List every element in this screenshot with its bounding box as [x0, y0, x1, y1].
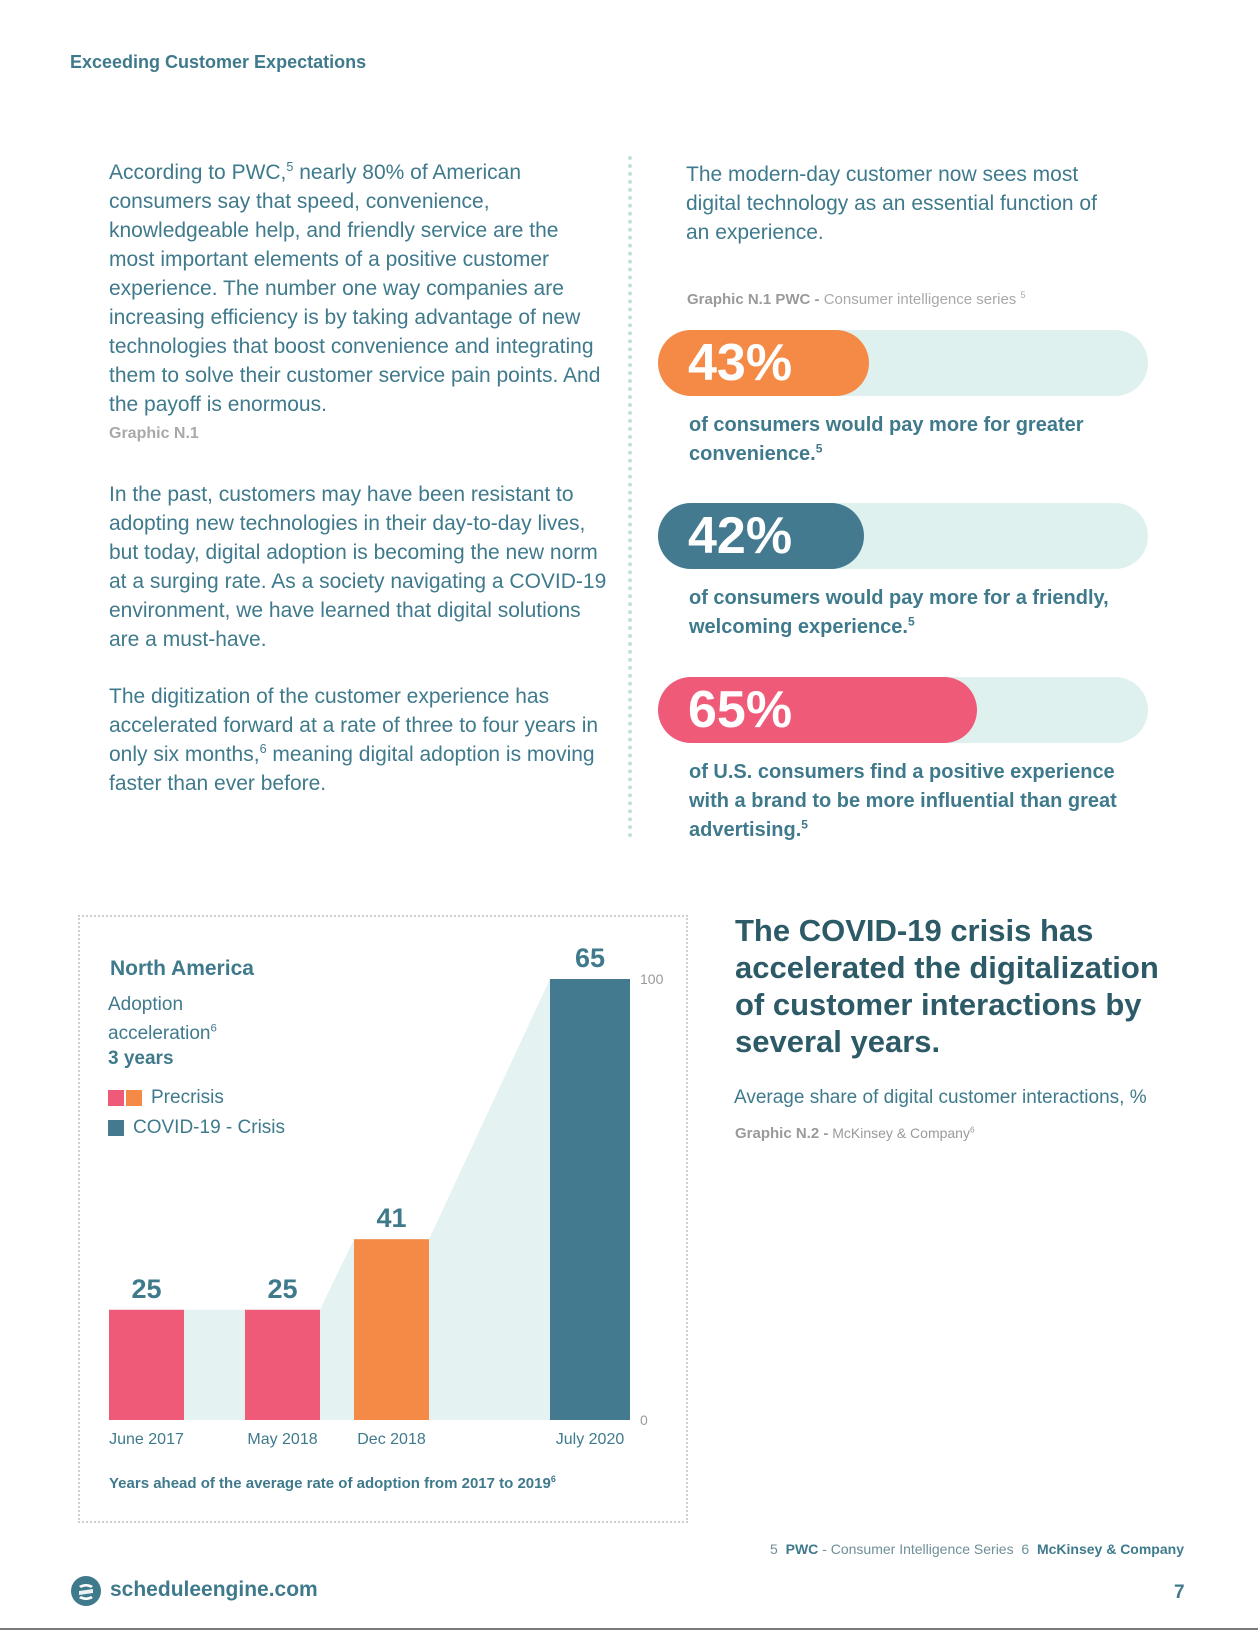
chart-region: North America [110, 957, 254, 980]
left-column: According to PWC,5 nearly 80% of America… [109, 158, 609, 445]
footnotes: 5 PWC - Consumer Intelligence Series 6 M… [770, 1541, 1184, 1557]
right-intro: The modern-day customer now sees most di… [686, 163, 1097, 244]
chart-data-label: 25 [267, 1274, 297, 1304]
legend-crisis: COVID-19 - Crisis [108, 1117, 285, 1139]
stat-bar-fill [658, 503, 864, 569]
adoption-bar-chart: 25 June 2017 25 May 2018 41 Dec 2018 65 July 20… [109, 943, 664, 1448]
chart-y-tick: 0 [640, 1412, 648, 1428]
chart-category-label: June 2017 [109, 1431, 184, 1448]
graphic-1-caption: Graphic N.1 PWC - Consumer intelligence … [687, 290, 1026, 309]
paragraph-3: The digitization of the customer experie… [109, 685, 599, 795]
chart-bar [550, 979, 630, 1420]
stat-description: of U.S. consumers find a positive experi… [689, 761, 1117, 841]
legend-swatch-teal [108, 1120, 124, 1136]
chart-y-tick: 100 [640, 971, 664, 987]
chart-subtitle: Adoption acceleration6 3 years [108, 994, 217, 1069]
chart-category-label: July 2020 [556, 1431, 625, 1448]
chart-bar [354, 1239, 429, 1420]
paragraph-1: According to PWC,5 nearly 80% of America… [109, 160, 601, 416]
stat-description: of consumers would pay more for greater … [689, 414, 1084, 465]
stat-description: of consumers would pay more for a friend… [689, 587, 1109, 638]
stat-value: 65% [688, 681, 793, 739]
side-heading: The COVID-19 crisis has accelerated the … [735, 913, 1159, 1059]
stat-bar-65: 65% [658, 677, 1148, 743]
graphic-reference: Graphic N.1 [109, 425, 199, 442]
legend-swatch-pink [108, 1090, 124, 1106]
chart-bar [245, 1309, 320, 1420]
chart-caption: Average share of digital customer intera… [734, 1087, 1147, 1108]
column-divider [628, 156, 632, 838]
stat-bar-fill [658, 677, 977, 743]
chart-panel [78, 915, 688, 1523]
chart-connector-area [109, 979, 630, 1420]
chart-category-label: May 2018 [247, 1431, 317, 1448]
chart-footer: Years ahead of the average rate of adopt… [109, 1474, 556, 1493]
stat-value: 42% [688, 507, 793, 565]
stat-bar-42: 42% [658, 503, 1148, 569]
page-header: Exceeding Customer Expectations [70, 52, 367, 72]
schedule-engine-logo-icon[interactable] [70, 1575, 102, 1607]
page-number: 7 [1174, 1582, 1185, 1603]
website-link[interactable]: scheduleengine.com [110, 1578, 318, 1601]
paragraph-2: In the past, customers may have been res… [109, 483, 607, 651]
bottom-rule [0, 1628, 1258, 1630]
legend-precrisis: Precrisis [108, 1087, 224, 1109]
chart-bar [109, 1309, 184, 1420]
stat-bar-43: 43% [658, 330, 1148, 396]
chart-data-label: 41 [376, 1203, 406, 1233]
graphic-2-caption: Graphic N.2 - McKinsey & Company6 [735, 1124, 975, 1142]
stat-value: 43% [688, 334, 793, 392]
stat-bar-fill [658, 330, 869, 396]
chart-data-label: 25 [131, 1274, 161, 1304]
chart-category-label: Dec 2018 [357, 1431, 426, 1448]
legend-swatch-orange [126, 1090, 142, 1106]
chart-data-label: 65 [575, 943, 605, 973]
